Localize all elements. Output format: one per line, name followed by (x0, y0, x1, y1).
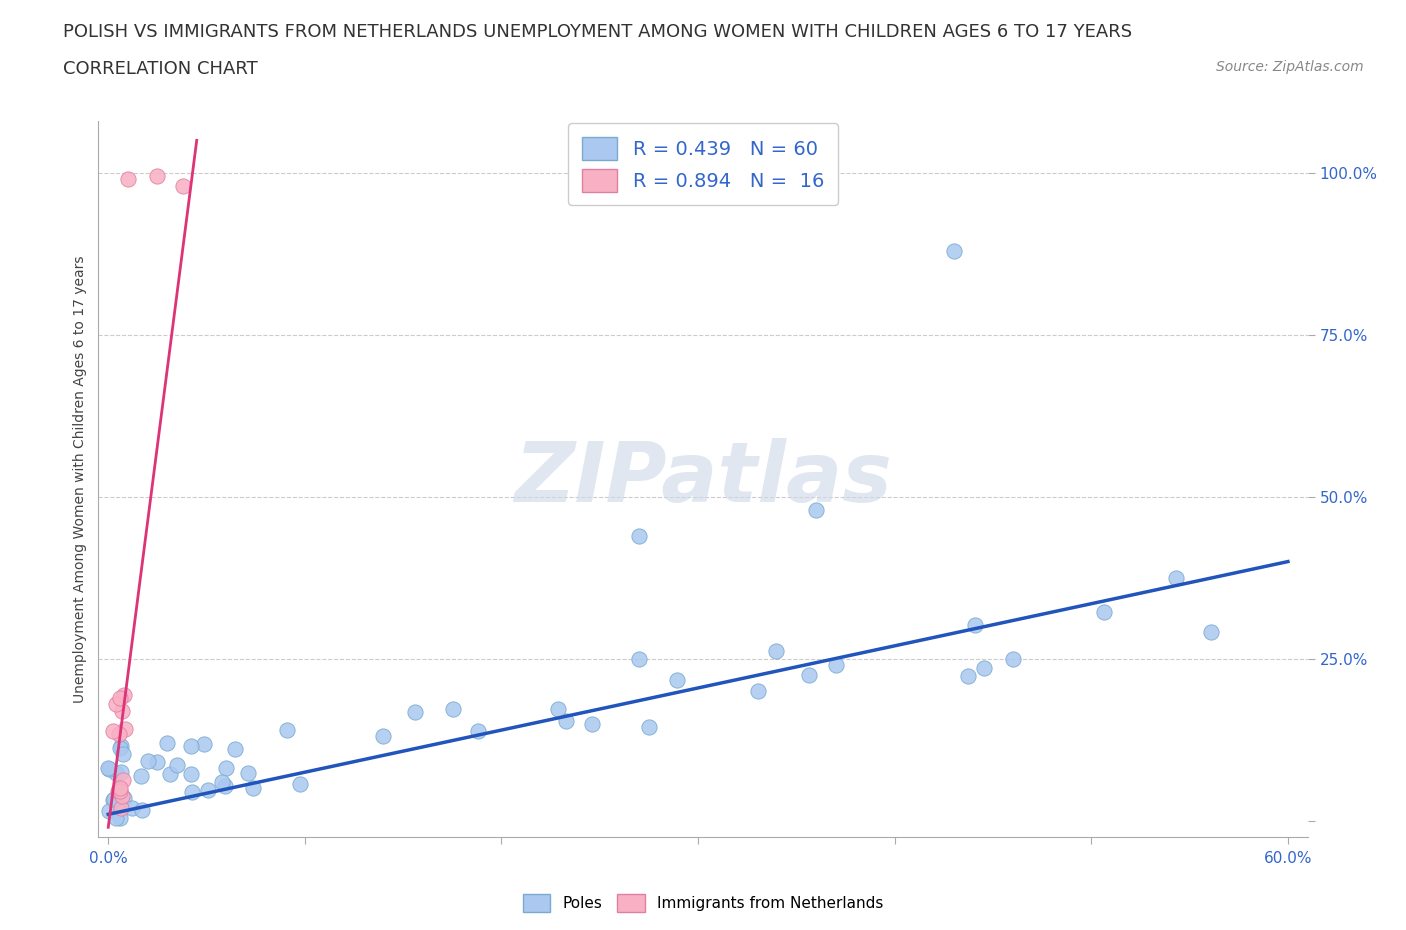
Point (581, 717, 603, 732)
Point (108, 783, 131, 798)
Point (666, 672, 689, 687)
Point (105, 810, 128, 825)
Point (104, 765, 127, 780)
Point (159, 766, 181, 781)
Point (166, 758, 188, 773)
Point (111, 746, 134, 761)
Point (110, 738, 132, 753)
Point (1092, 604, 1115, 619)
Point (547, 701, 569, 716)
Point (1199, 625, 1222, 640)
Point (108, 727, 131, 742)
Point (101, 793, 124, 808)
Point (211, 775, 233, 790)
Point (441, 702, 464, 717)
Point (180, 739, 202, 754)
Point (108, 810, 131, 825)
Point (105, 799, 128, 814)
Point (193, 737, 215, 751)
Point (117, 172, 139, 187)
Point (467, 724, 489, 738)
Point (197, 782, 219, 797)
Point (638, 719, 661, 734)
Point (121, 801, 143, 816)
Point (131, 768, 153, 783)
Point (112, 773, 135, 788)
Point (103, 791, 125, 806)
Point (747, 684, 769, 698)
Point (110, 784, 132, 799)
Text: POLISH VS IMMIGRANTS FROM NETHERLANDS UNEMPLOYMENT AMONG WOMEN WITH CHILDREN AGE: POLISH VS IMMIGRANTS FROM NETHERLANDS UN… (63, 23, 1132, 41)
Point (765, 644, 787, 658)
Point (172, 179, 194, 193)
Point (111, 788, 134, 803)
Point (108, 690, 131, 705)
Point (146, 168, 169, 183)
Legend: R = 0.439   N = 60, R = 0.894   N =  16: R = 0.439 N = 60, R = 0.894 N = 16 (568, 124, 838, 206)
Legend: Poles, Immigrants from Netherlands: Poles, Immigrants from Netherlands (516, 888, 890, 918)
Point (214, 761, 236, 776)
Point (180, 766, 202, 781)
Point (1164, 570, 1187, 585)
Point (242, 780, 264, 795)
Point (97, 762, 120, 777)
Point (804, 502, 827, 517)
Text: Source: ZipAtlas.com: Source: ZipAtlas.com (1216, 60, 1364, 74)
Point (290, 777, 312, 791)
Point (628, 528, 651, 543)
Point (98, 804, 121, 819)
Point (373, 729, 395, 744)
Point (555, 713, 578, 728)
Text: CORRELATION CHART: CORRELATION CHART (63, 60, 259, 78)
Point (238, 766, 260, 781)
Point (110, 740, 132, 755)
Point (965, 618, 987, 632)
Point (131, 803, 153, 817)
Point (405, 705, 427, 720)
Point (112, 688, 135, 703)
Point (973, 660, 995, 675)
Point (957, 669, 980, 684)
Point (110, 801, 132, 816)
Point (112, 790, 135, 805)
Point (101, 724, 124, 738)
Point (276, 723, 298, 737)
Point (107, 783, 129, 798)
Point (105, 697, 128, 711)
Point (110, 781, 132, 796)
Point (97, 761, 120, 776)
Point (110, 765, 132, 780)
Point (145, 754, 167, 769)
Point (114, 722, 136, 737)
Point (224, 742, 246, 757)
Point (181, 784, 204, 799)
Point (111, 704, 134, 719)
Point (1002, 652, 1025, 667)
Point (136, 754, 159, 769)
Point (942, 243, 965, 258)
Point (824, 658, 846, 672)
Point (799, 668, 821, 683)
Y-axis label: Unemployment Among Women with Children Ages 6 to 17 years: Unemployment Among Women with Children A… (73, 255, 87, 703)
Text: ZIPatlas: ZIPatlas (515, 438, 891, 520)
Point (156, 736, 179, 751)
Point (214, 778, 236, 793)
Point (628, 652, 651, 667)
